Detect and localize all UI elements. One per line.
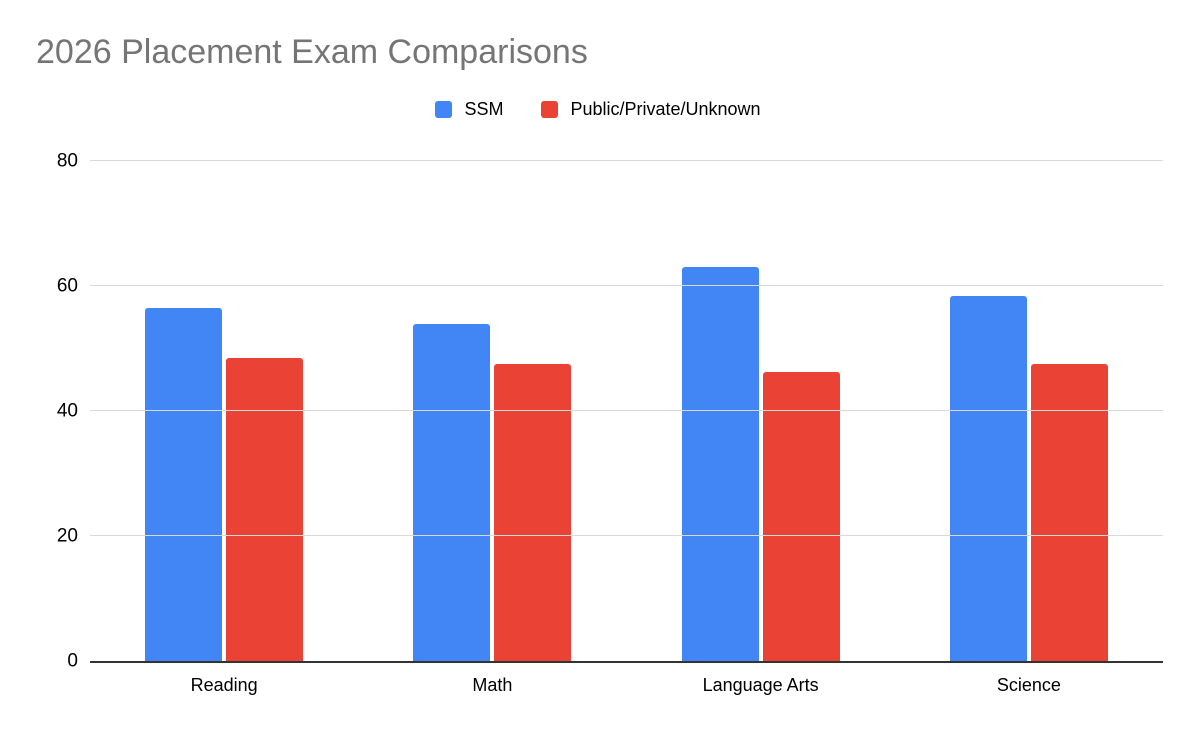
bar-public-private-unknown-science (1030, 363, 1108, 661)
x-axis-label-reading: Reading (190, 675, 258, 695)
x-axis-label-science: Science (996, 675, 1061, 695)
legend-label-public-private-unknown: Public/Private/Unknown (570, 99, 761, 119)
y-tick-label-80: 80 (56, 150, 78, 172)
legend: SSM Public/Private/Unknown (0, 99, 1196, 120)
bar-group-reading (90, 161, 358, 661)
y-tick-label-40: 40 (56, 400, 78, 422)
bar-public-private-unknown-reading (226, 357, 304, 661)
legend-item-ssm: SSM (435, 99, 503, 120)
legend-item-public-private-unknown: Public/Private/Unknown (541, 99, 761, 120)
bar-public-private-unknown-math (494, 363, 572, 661)
bar-group-language-arts (627, 161, 895, 661)
x-axis: Reading Math Language Arts Science (90, 663, 1163, 696)
chart-title: 2026 Placement Exam Comparisons (36, 33, 588, 71)
x-axis-label-language-arts: Language Arts (702, 675, 819, 695)
x-axis-label-math: Math (472, 675, 513, 695)
bars-row (90, 161, 1163, 661)
y-tick-label-60: 60 (56, 275, 78, 297)
bar-ssm-math (413, 323, 491, 661)
legend-label-ssm: SSM (464, 99, 504, 119)
gridline-60 (90, 285, 1163, 286)
bar-ssm-reading (145, 307, 223, 661)
bar-ssm-language-arts (681, 267, 759, 661)
legend-swatch-ssm-icon (435, 101, 453, 118)
y-tick-label-0: 0 (67, 650, 78, 672)
y-tick-label-20: 20 (56, 525, 78, 547)
gridline-20 (90, 535, 1163, 536)
bar-ssm-science (949, 296, 1027, 661)
bar-public-private-unknown-language-arts (762, 372, 840, 661)
legend-swatch-public-private-unknown-icon (541, 101, 559, 118)
bar-group-math (358, 161, 626, 661)
gridline-80 (90, 160, 1163, 161)
y-axis: 0 20 40 60 80 (0, 152, 82, 671)
plot-area (90, 160, 1163, 663)
bar-group-science (895, 161, 1163, 661)
gridline-40 (90, 410, 1163, 411)
